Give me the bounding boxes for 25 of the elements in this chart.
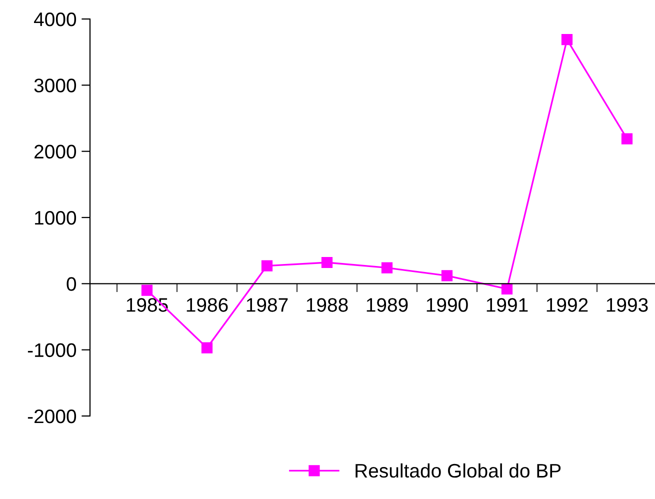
point [561, 34, 573, 46]
point [201, 342, 213, 354]
point [621, 133, 633, 144]
x-tick-label: 1987 [246, 298, 288, 312]
x-tick-label: 1993 [606, 298, 648, 312]
y-tick-label: -1000 [28, 343, 76, 358]
x-tick-label: 1991 [486, 298, 528, 312]
y-tick-label: 0 [66, 277, 76, 291]
y-tick-label: 3000 [34, 78, 76, 92]
point [261, 260, 273, 272]
y-tick-label: 2000 [34, 144, 76, 159]
y-tick-label: 4000 [34, 12, 76, 26]
x-tick-label: 1990 [426, 298, 468, 312]
y-tick-label: 1000 [35, 210, 76, 225]
point [381, 262, 393, 274]
y-tick-label: -2000 [28, 409, 76, 424]
point [501, 283, 513, 295]
x-tick-label: 1992 [546, 298, 588, 312]
x-tick-label: 1986 [186, 298, 228, 312]
x-tick-label: 1989 [366, 298, 408, 312]
x-tick-label: 1988 [306, 298, 348, 312]
point [441, 270, 453, 282]
legend-label: Resultado Global do BP [356, 463, 561, 478]
point [321, 256, 333, 268]
point [141, 284, 153, 296]
